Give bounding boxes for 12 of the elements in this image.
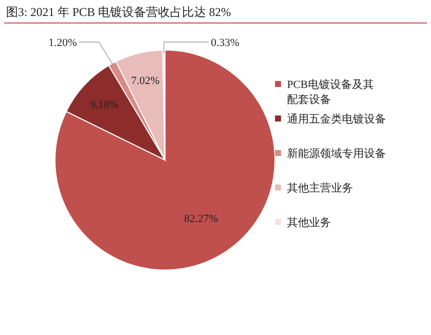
data-label: 0.33% [210,37,240,49]
legend-label: 其他业务 [287,216,331,229]
legend-label: PCB电镀设备及其配套设备 [287,78,374,106]
data-label: 1.20% [48,37,77,49]
legend-label: 通用五金类电镀设备 [287,112,386,126]
data-label: 82.27% [184,212,218,225]
data-label: 9.18% [90,99,119,112]
data-label: 7.02% [131,74,160,87]
pie-slice [54,50,276,270]
legend-label: 其他主营业务 [287,182,353,194]
legend-label: 新能源领域专用设备 [287,147,386,160]
chart-title: 图3: 2021 年 PCB 电镀设备营收占比达 82% [6,5,232,19]
